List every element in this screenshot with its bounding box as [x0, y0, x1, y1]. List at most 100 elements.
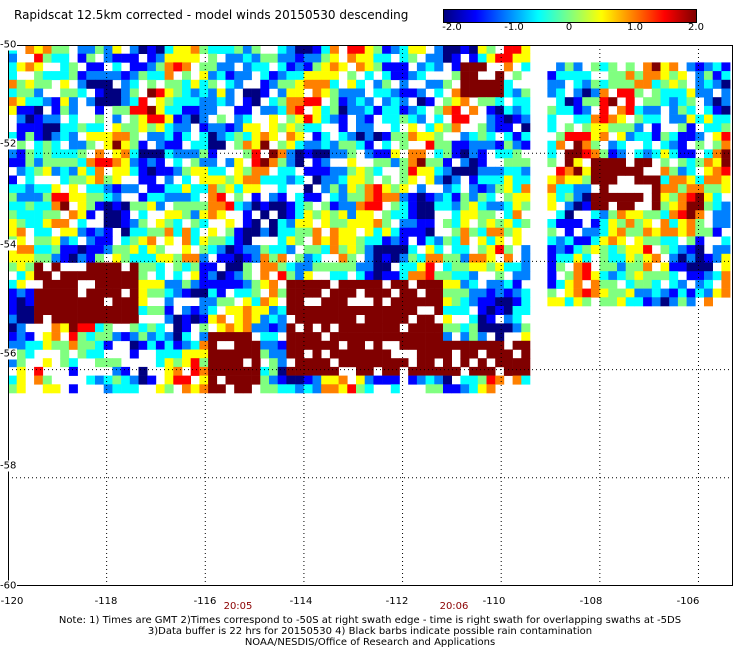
- wind-cell: [356, 184, 365, 194]
- wind-cell: [242, 323, 252, 333]
- wind-cell: [242, 45, 252, 54]
- wind-cell: [347, 149, 357, 159]
- wind-cell: [451, 219, 461, 228]
- wind-cell: [460, 332, 470, 342]
- wind-cell: [556, 219, 566, 228]
- wind-cell: [704, 201, 713, 211]
- wind-cell: [147, 262, 157, 272]
- wind-cell: [121, 140, 131, 150]
- wind-cell: [390, 271, 400, 281]
- wind-cell: [669, 236, 679, 246]
- wind-cell: [373, 349, 383, 359]
- wind-cell: [112, 184, 122, 194]
- wind-cell: [303, 140, 313, 150]
- wind-cell: [416, 132, 426, 141]
- wind-cell: [68, 340, 78, 350]
- wind-cell: [338, 88, 348, 98]
- wind-cell: [86, 166, 96, 176]
- wind-cell: [704, 114, 713, 124]
- wind-cell: [356, 340, 365, 350]
- wind-cell: [677, 175, 687, 185]
- wind-cell: [356, 62, 365, 72]
- wind-cell: [129, 306, 139, 315]
- wind-cell: [269, 349, 278, 359]
- wind-cell: [112, 88, 122, 98]
- wind-cell: [443, 271, 452, 281]
- wind-cell: [129, 262, 139, 272]
- wind-cell: [477, 149, 487, 159]
- wind-cell: [443, 79, 452, 89]
- wind-cell: [234, 105, 244, 115]
- wind-cell: [347, 227, 357, 237]
- wind-cell: [199, 158, 209, 168]
- wind-cell: [295, 88, 305, 98]
- wind-cell: [190, 366, 200, 376]
- wind-cell: [251, 279, 261, 289]
- wind-cell: [608, 62, 618, 72]
- wind-cell: [16, 332, 26, 342]
- wind-cell: [704, 158, 713, 168]
- wind-cell: [34, 245, 44, 255]
- wind-cell: [164, 140, 174, 150]
- wind-cell: [425, 201, 435, 211]
- wind-cell: [8, 340, 17, 350]
- wind-cell: [277, 105, 287, 115]
- wind-cell: [556, 97, 566, 107]
- wind-cell: [416, 332, 426, 342]
- wind-cell: [460, 219, 470, 228]
- wind-cell: [373, 201, 383, 211]
- wind-cell: [8, 323, 17, 333]
- wind-cell: [573, 79, 583, 89]
- wind-cell: [112, 384, 122, 394]
- wind-cell: [416, 375, 426, 385]
- wind-cell: [251, 97, 261, 107]
- wind-cell: [451, 149, 461, 159]
- wind-cell: [286, 279, 296, 289]
- wind-cell: [234, 192, 244, 202]
- wind-cell: [269, 340, 278, 350]
- wind-cell: [234, 366, 244, 376]
- wind-cell: [443, 306, 452, 315]
- wind-cell: [51, 149, 61, 159]
- wind-cell: [582, 140, 592, 150]
- wind-cell: [356, 366, 365, 376]
- wind-cell: [608, 79, 618, 89]
- wind-cell: [173, 323, 183, 333]
- wind-cell: [451, 105, 461, 115]
- wind-cell: [77, 314, 87, 324]
- wind-cell: [712, 184, 722, 194]
- wind-cell: [486, 366, 496, 376]
- wind-cell: [129, 271, 139, 281]
- wind-cell: [208, 314, 218, 324]
- wind-cell: [16, 97, 26, 107]
- wind-cell: [321, 62, 331, 72]
- wind-cell: [416, 149, 426, 159]
- wind-cell: [295, 288, 305, 298]
- wind-cell: [416, 158, 426, 168]
- wind-cell: [225, 158, 235, 168]
- wind-cell: [373, 271, 383, 281]
- wind-cell: [634, 271, 644, 281]
- wind-cell: [286, 88, 296, 98]
- wind-cell: [356, 97, 365, 107]
- wind-cell: [86, 340, 96, 350]
- wind-cell: [208, 262, 218, 272]
- wind-cell: [164, 349, 174, 359]
- wind-cell: [704, 97, 713, 107]
- wind-cell: [582, 123, 592, 133]
- wind-cell: [390, 358, 400, 368]
- wind-cell: [434, 140, 444, 150]
- wind-cell: [164, 219, 174, 228]
- wind-cell: [260, 306, 270, 315]
- wind-cell: [712, 166, 722, 176]
- wind-cell: [651, 236, 661, 246]
- wind-cell: [51, 279, 61, 289]
- wind-cell: [242, 149, 252, 159]
- wind-cell: [321, 175, 331, 185]
- wind-cell: [112, 166, 122, 176]
- wind-cell: [112, 175, 122, 185]
- wind-cell: [669, 271, 679, 281]
- wind-cell: [573, 71, 583, 81]
- wind-cell: [443, 105, 452, 115]
